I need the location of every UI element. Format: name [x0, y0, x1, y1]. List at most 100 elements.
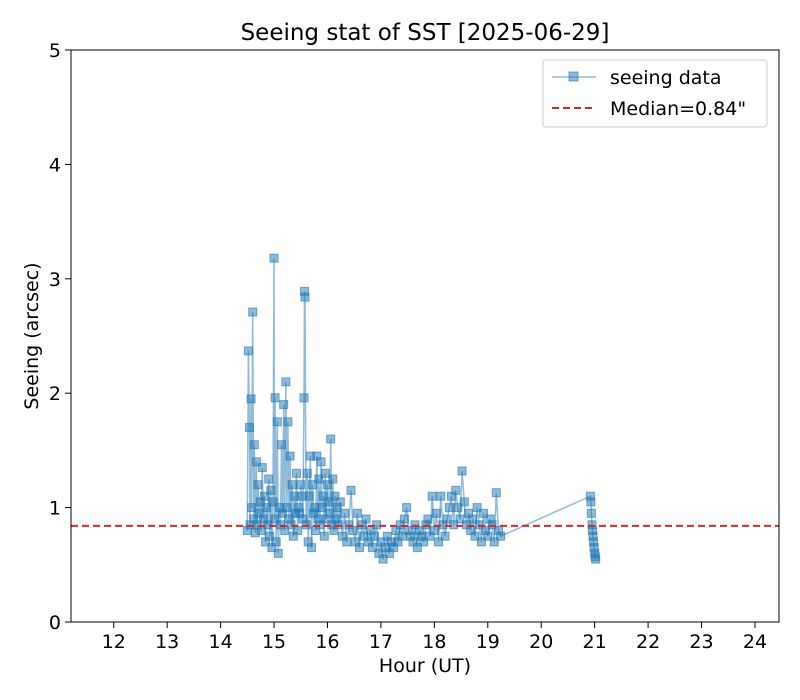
seeing-data-point	[293, 526, 303, 535]
seeing-data-point	[352, 508, 362, 518]
seeing-data-point	[402, 503, 412, 513]
seeing-data-point	[367, 543, 377, 553]
seeing-data-point	[285, 451, 295, 461]
seeing-data-point	[307, 543, 316, 553]
seeing-data-point	[297, 491, 307, 501]
seeing-data-point	[324, 497, 334, 507]
seeing-data-point	[474, 520, 484, 530]
seeing-data-point	[320, 468, 330, 478]
seeing-data-point	[314, 474, 324, 484]
seeing-data-point	[262, 503, 272, 513]
seeing-data-point	[302, 468, 312, 478]
seeing-data-point	[273, 548, 283, 558]
y-tick-label: 0	[49, 612, 61, 634]
plot-frame	[70, 49, 780, 623]
seeing-data-point	[317, 503, 327, 513]
seeing-data-point	[449, 520, 459, 530]
seeing-data-point	[266, 485, 276, 495]
legend-median-label: Median=0.84"	[610, 98, 746, 120]
seeing-data-point	[342, 537, 352, 547]
seeing-data-point	[370, 531, 379, 541]
seeing-data-point	[440, 531, 450, 541]
seeing-data-point	[249, 440, 259, 450]
seeing-data-point	[378, 554, 388, 564]
seeing-data-point	[340, 508, 350, 518]
seeing-data-point	[457, 466, 467, 476]
x-tick-label: 24	[743, 631, 767, 653]
seeing-data-point	[451, 485, 461, 495]
seeing-data-point	[257, 463, 267, 473]
seeing-data-point	[299, 393, 309, 403]
seeing-data-point	[491, 488, 501, 498]
seeing-data-point	[442, 514, 452, 524]
x-tick-label: 12	[102, 631, 126, 653]
legend: seeing data Median=0.84"	[542, 59, 768, 128]
seeing-data-point	[281, 377, 291, 387]
seeing-data-point	[429, 526, 439, 535]
seeing-data-point	[271, 537, 281, 547]
seeing-data-point	[251, 457, 261, 467]
x-tick-label: 22	[636, 631, 660, 653]
seeing-data-point	[361, 514, 371, 524]
seeing-data-point	[489, 537, 499, 547]
x-tick-label: 13	[155, 631, 179, 653]
seeing-data-point	[292, 468, 301, 478]
y-tick-label: 1	[49, 498, 61, 520]
seeing-data-point	[455, 514, 465, 524]
seeing-data-point	[287, 480, 297, 490]
seeing-data-point	[253, 480, 263, 490]
seeing-data-point	[479, 508, 488, 518]
data-layer	[71, 253, 779, 564]
x-tick-label: 19	[476, 631, 500, 653]
x-tick-label: 16	[315, 631, 339, 653]
seeing-data-point	[459, 497, 469, 507]
x-axis-label: Hour (UT)	[379, 655, 471, 677]
seeing-data-point	[269, 253, 279, 263]
y-tick-label: 5	[49, 40, 61, 62]
seeing-data-point	[586, 508, 596, 518]
seeing-data-point	[282, 503, 292, 513]
seeing-data-point	[355, 543, 364, 553]
x-tick-label: 15	[262, 631, 286, 653]
seeing-data-point	[330, 491, 340, 501]
seeing-data-point	[419, 537, 429, 547]
x-tick-label: 21	[583, 631, 607, 653]
seeing-data-point	[487, 520, 497, 530]
seeing-data-point	[348, 526, 358, 535]
legend-box	[542, 59, 768, 128]
seeing-data-point	[301, 520, 311, 530]
seeing-data-point	[272, 417, 282, 427]
seeing-data-point	[399, 514, 409, 524]
seeing-data-point	[476, 537, 486, 547]
seeing-data-point	[434, 537, 444, 547]
seeing-data-point	[310, 503, 320, 513]
seeing-data-point	[243, 346, 253, 356]
legend-seeing-marker	[568, 71, 579, 82]
seeing-data-point	[591, 554, 601, 564]
seeing-data-point	[470, 531, 480, 541]
seeing-data-point	[372, 520, 382, 530]
seeing-data-point	[279, 400, 289, 410]
seeing-data-point	[265, 531, 275, 541]
seeing-data-point	[247, 503, 257, 513]
seeing-data-point	[315, 520, 325, 530]
seeing-data-point	[308, 480, 317, 490]
seeing-data-point	[325, 508, 335, 518]
seeing-data-point	[270, 514, 280, 524]
seeing-data-point	[453, 503, 463, 513]
seeing-data-point	[286, 520, 296, 530]
seeing-data-point	[246, 394, 256, 404]
x-tick-label: 18	[422, 631, 446, 653]
seeing-data-point	[270, 393, 280, 403]
y-axis-label: Seeing (arcsec)	[21, 262, 43, 409]
seeing-data-point	[323, 480, 332, 490]
seeing-data-point	[268, 497, 278, 507]
seeing-data-point	[436, 491, 446, 501]
seeing-data-point	[248, 307, 258, 317]
seeing-data-point	[318, 491, 328, 501]
seeing-data-point	[319, 531, 329, 541]
seeing-data-point	[346, 485, 356, 495]
seeing-data-point	[412, 543, 422, 553]
